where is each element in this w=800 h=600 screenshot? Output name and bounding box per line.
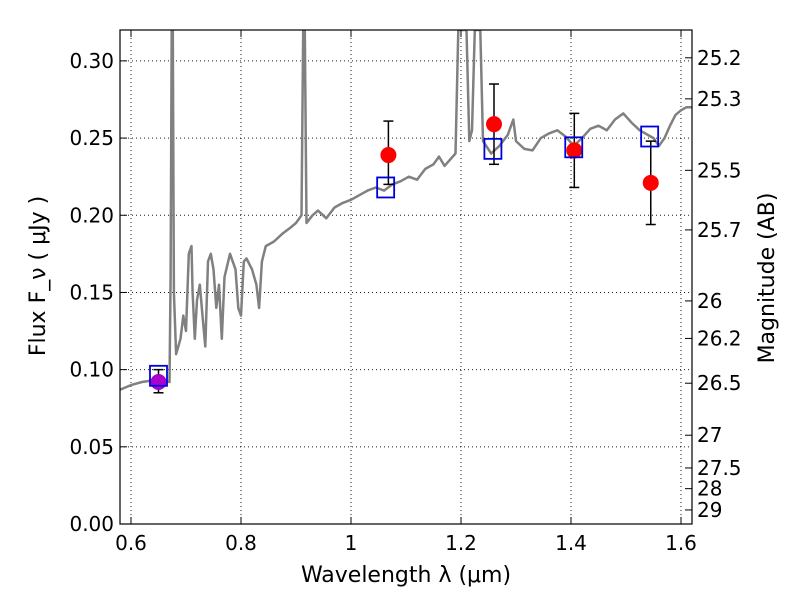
x-tick-label: 0.8 (225, 531, 257, 555)
y-axis-label: Flux F_ν ( μJy ) (26, 196, 51, 356)
y-tick-label: 0.05 (69, 435, 114, 459)
y2-tick-label: 27.5 (697, 456, 742, 480)
series-layer (120, 30, 692, 394)
y-tick-label: 0.30 (69, 49, 114, 73)
model-point (376, 176, 396, 199)
grid-lines (120, 30, 692, 525)
y-tick-label: 0.15 (69, 280, 114, 304)
x-tick-label: 1.6 (665, 531, 697, 555)
y2-tick-label: 27 (697, 423, 722, 447)
x-tick-label: 1.2 (445, 531, 477, 555)
y2-tick-label: 29 (697, 498, 722, 522)
y2-tick-label: 26.5 (697, 371, 742, 395)
model-point (483, 137, 503, 160)
y2-tick-label: 25.3 (697, 87, 742, 111)
observed-point (642, 174, 659, 191)
x-axis-label: Wavelength λ (μm) (301, 563, 511, 588)
y2-axis-label: Magnitude (AB) (755, 193, 780, 364)
y2-tick-label: 25.2 (697, 46, 742, 70)
plot-frame (119, 29, 693, 525)
observed-point (380, 147, 397, 164)
model-point (149, 364, 168, 387)
y2-tick-label: 28 (697, 477, 722, 501)
x-tick-label: 0.6 (115, 531, 147, 555)
y-tick-label: 0.10 (69, 358, 114, 382)
model-point (640, 125, 660, 148)
observed-point (486, 116, 502, 133)
x-tick-label: 1.4 (555, 531, 587, 555)
y-tick-label: 0.25 (69, 126, 114, 150)
y2-tick-label: 26 (697, 289, 722, 313)
y2-tick-label: 26.2 (697, 326, 742, 350)
model-spectrum-line (120, 30, 692, 391)
y-tick-label: 0.00 (69, 512, 114, 536)
ticks-layer: 0.6 0.8 1 1.2 1.4 1.6 0.00 0.05 0.10 0.15 0.20 0.25… (69, 30, 742, 555)
observed-point (150, 373, 167, 390)
y-tick-label: 0.20 (69, 203, 114, 227)
y2-tick-label: 25.5 (697, 158, 742, 182)
y2-tick-label: 25.7 (697, 218, 742, 242)
observed-point (566, 142, 583, 159)
model-point (564, 136, 584, 159)
x-tick-label: 1 (345, 531, 358, 555)
